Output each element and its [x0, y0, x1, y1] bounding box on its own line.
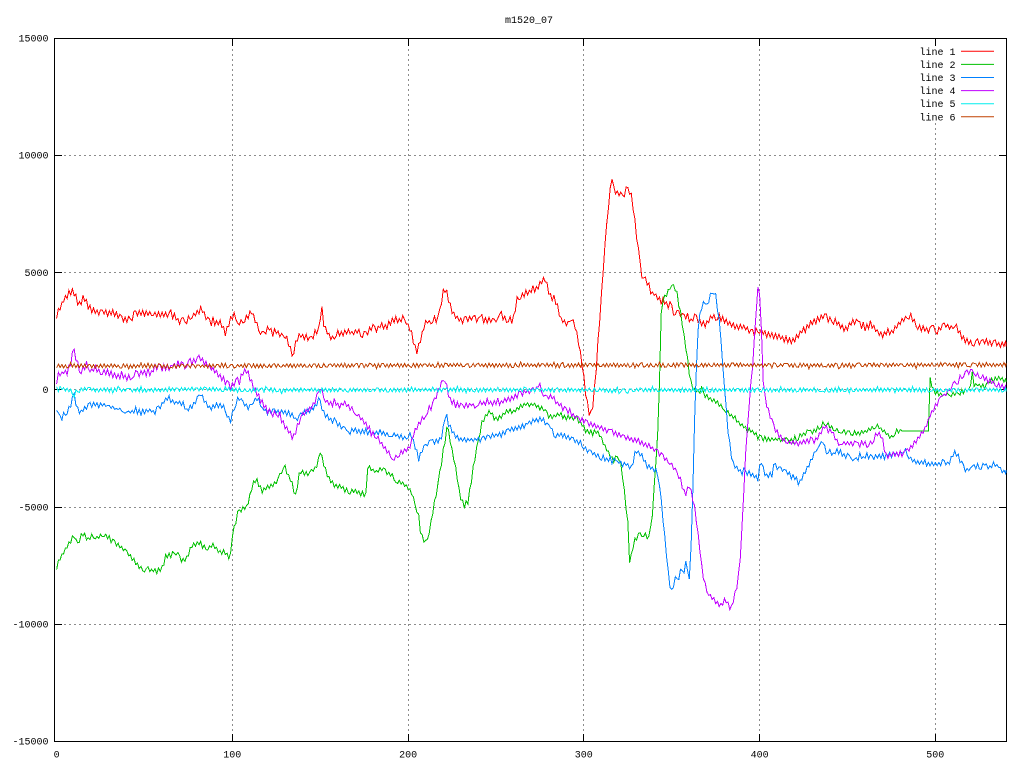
- svg-text:100: 100: [223, 751, 241, 762]
- svg-text:15000: 15000: [18, 35, 48, 46]
- svg-text:-5000: -5000: [18, 503, 48, 514]
- svg-text:-15000: -15000: [12, 738, 48, 749]
- svg-text:-10000: -10000: [12, 621, 48, 632]
- svg-text:line 2: line 2: [919, 60, 955, 72]
- svg-text:line 6: line 6: [919, 112, 955, 124]
- svg-text:line 4: line 4: [919, 86, 955, 98]
- svg-text:10000: 10000: [18, 152, 48, 163]
- svg-text:300: 300: [575, 751, 593, 762]
- svg-text:400: 400: [751, 751, 769, 762]
- svg-text:0: 0: [42, 386, 48, 397]
- svg-text:200: 200: [399, 751, 417, 762]
- svg-text:line 5: line 5: [919, 99, 955, 111]
- svg-text:500: 500: [926, 751, 944, 762]
- svg-text:line 3: line 3: [919, 73, 955, 85]
- svg-text:5000: 5000: [24, 269, 48, 280]
- svg-text:m1520_07: m1520_07: [505, 16, 553, 27]
- svg-text:line 1: line 1: [919, 47, 955, 59]
- svg-text:0: 0: [54, 751, 60, 762]
